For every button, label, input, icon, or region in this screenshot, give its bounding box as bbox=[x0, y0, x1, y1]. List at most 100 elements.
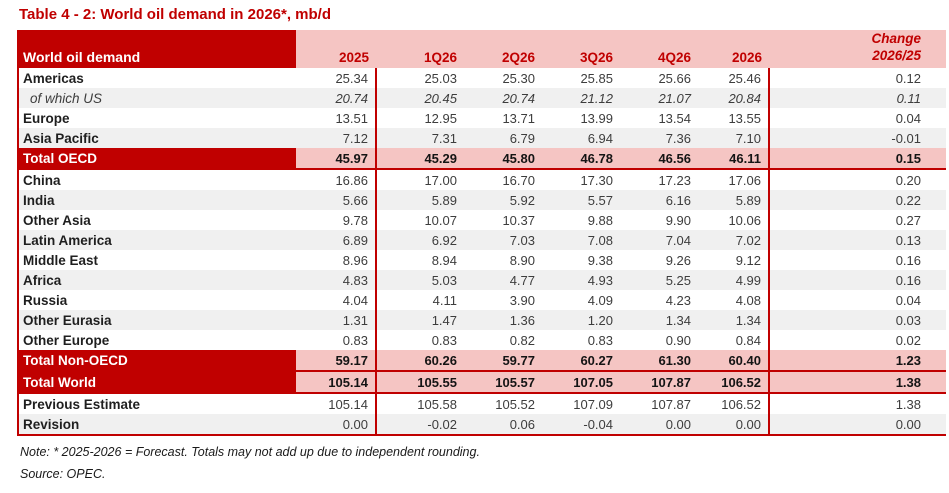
value-cell: 20.45 bbox=[376, 88, 464, 108]
table-row: Europe 13.51 12.95 13.71 13.99 13.54 13.55 0.04 bbox=[18, 108, 946, 128]
value-cell: 25.46 bbox=[698, 68, 770, 88]
value-cell: 107.05 bbox=[542, 371, 620, 394]
value-cell: 45.29 bbox=[376, 148, 464, 170]
table-row: India 5.66 5.89 5.92 5.57 6.16 5.89 0.22 bbox=[18, 190, 946, 210]
value-cell: 7.10 bbox=[698, 128, 770, 148]
value-cell: 0.20 bbox=[895, 172, 921, 188]
value-cell: 105.58 bbox=[417, 396, 457, 412]
value-cell: 5.89 bbox=[376, 190, 464, 210]
value-cell: 8.96 bbox=[296, 250, 377, 270]
value-cell: 9.38 bbox=[587, 252, 613, 268]
value-cell: 9.12 bbox=[698, 250, 770, 270]
table-row: Other Eurasia 1.31 1.47 1.36 1.20 1.34 1.34 0.0… bbox=[18, 310, 946, 330]
value-cell: 0.00 bbox=[769, 414, 946, 436]
table-row: Asia Pacific 7.12 7.31 6.79 6.94 7.36 7.10 -0.0… bbox=[18, 128, 946, 148]
table-row: of which US 20.74 20.45 20.74 21.12 21.07 20.8… bbox=[18, 88, 946, 108]
value-cell: 105.55 bbox=[376, 371, 464, 394]
value-cell: 4.77 bbox=[464, 270, 542, 290]
value-cell: 60.26 bbox=[376, 350, 464, 372]
table-row: Middle East 8.96 8.94 8.90 9.38 9.26 9.12 0.16 bbox=[18, 250, 946, 270]
col-header-2q26: 2Q26 bbox=[464, 30, 542, 68]
row-label: India bbox=[18, 190, 296, 210]
value-cell: 45.97 bbox=[296, 148, 377, 170]
value-cell: 21.07 bbox=[620, 88, 698, 108]
table-row: Russia 4.04 4.11 3.90 4.09 4.23 4.08 0.04 bbox=[18, 290, 946, 310]
value-cell: 13.99 bbox=[580, 110, 613, 126]
row-label: Middle East bbox=[23, 252, 99, 268]
row-label: Asia Pacific bbox=[18, 128, 296, 148]
value-cell: 61.30 bbox=[620, 350, 698, 372]
row-label: Total OECD bbox=[18, 148, 296, 170]
value-cell: 12.95 bbox=[424, 110, 457, 126]
value-cell: 0.16 bbox=[769, 270, 946, 290]
value-cell: 105.57 bbox=[464, 371, 542, 394]
value-cell: -0.01 bbox=[769, 128, 946, 148]
value-cell: 0.82 bbox=[509, 332, 535, 348]
row-label: of which US bbox=[18, 88, 296, 108]
value-cell: -0.04 bbox=[542, 414, 620, 436]
value-cell: 25.34 bbox=[296, 68, 377, 88]
value-cell: 9.78 bbox=[296, 210, 377, 230]
value-cell: 0.83 bbox=[431, 332, 457, 348]
table-row: Americas 25.34 25.03 25.30 25.85 25.66 25.46 0.… bbox=[18, 68, 946, 88]
value-cell: 5.66 bbox=[296, 190, 377, 210]
row-label: Other Europe bbox=[23, 332, 110, 348]
value-cell: 17.00 bbox=[424, 172, 457, 188]
value-cell: -0.02 bbox=[376, 414, 464, 436]
col-header-2025: 2025 bbox=[296, 30, 376, 68]
value-cell: 0.15 bbox=[769, 148, 946, 170]
value-cell: 45.80 bbox=[464, 148, 542, 170]
value-cell: 8.94 bbox=[431, 252, 457, 268]
value-cell: 7.36 bbox=[620, 128, 698, 148]
value-cell: 0.83 bbox=[296, 330, 377, 350]
value-cell: 21.12 bbox=[542, 88, 620, 108]
table-row: China 16.86 17.00 16.70 17.30 17.23 17.06 0.20 bbox=[18, 169, 946, 190]
value-cell: 106.52 bbox=[698, 371, 770, 394]
value-cell: 59.77 bbox=[464, 350, 542, 372]
value-cell: 20.74 bbox=[464, 88, 542, 108]
value-cell: 0.04 bbox=[895, 292, 921, 308]
table-note: Note: * 2025-2026 = Forecast. Totals may… bbox=[20, 445, 480, 459]
row-label: China bbox=[23, 172, 61, 188]
value-cell: 1.20 bbox=[542, 310, 620, 330]
value-cell: 6.89 bbox=[296, 230, 377, 250]
value-cell: 0.03 bbox=[769, 310, 946, 330]
header-row: World oil demand 2025 1Q26 2Q26 3Q26 4Q2… bbox=[18, 30, 946, 68]
value-cell: 46.78 bbox=[542, 148, 620, 170]
value-cell: 0.27 bbox=[895, 212, 921, 228]
value-cell: 0.00 bbox=[620, 414, 698, 436]
page: Table 4 - 2: World oil demand in 2026*, … bbox=[17, 6, 946, 481]
value-cell: 0.12 bbox=[895, 70, 921, 86]
row-label: Africa bbox=[18, 270, 296, 290]
row-label: Total Non-OECD bbox=[18, 350, 296, 372]
row-label: Americas bbox=[23, 70, 84, 86]
col-header-1q26: 1Q26 bbox=[376, 30, 464, 68]
value-cell: 25.30 bbox=[502, 70, 535, 86]
value-cell: 7.03 bbox=[464, 230, 542, 250]
value-cell: 1.31 bbox=[296, 310, 377, 330]
value-cell: 13.55 bbox=[698, 108, 770, 128]
table-row: Latin America 6.89 6.92 7.03 7.08 7.04 7.02 0.1… bbox=[18, 230, 946, 250]
row-label: Revision bbox=[18, 414, 296, 436]
table-row: Other Europe 0.83 0.83 0.82 0.83 0.90 0.84 0.02 bbox=[18, 330, 946, 350]
value-cell: 1.23 bbox=[769, 350, 946, 372]
value-cell: 46.11 bbox=[698, 148, 770, 170]
value-cell: 7.08 bbox=[542, 230, 620, 250]
value-cell: 4.83 bbox=[296, 270, 377, 290]
value-cell: 4.99 bbox=[698, 270, 770, 290]
value-cell: 7.02 bbox=[698, 230, 770, 250]
value-cell: 17.06 bbox=[698, 169, 770, 190]
table-row: Other Asia 9.78 10.07 10.37 9.88 9.90 10.06 0.2… bbox=[18, 210, 946, 230]
table-title: Table 4 - 2: World oil demand in 2026*, … bbox=[19, 6, 332, 23]
table-row: Revision 0.00 -0.02 0.06 -0.04 0.00 0.00 0.00 bbox=[18, 414, 946, 436]
value-cell: 107.09 bbox=[573, 396, 613, 412]
value-cell: 4.23 bbox=[665, 292, 691, 308]
table-row: Total Non-OECD 59.17 60.26 59.77 60.27 61.30 6… bbox=[18, 350, 946, 372]
value-cell: 9.90 bbox=[665, 212, 691, 228]
value-cell: 20.74 bbox=[296, 88, 377, 108]
value-cell: 1.34 bbox=[620, 310, 698, 330]
value-cell: 6.16 bbox=[620, 190, 698, 210]
value-cell: 9.26 bbox=[665, 252, 691, 268]
header-label: World oil demand bbox=[18, 30, 296, 68]
value-cell: 25.85 bbox=[580, 70, 613, 86]
